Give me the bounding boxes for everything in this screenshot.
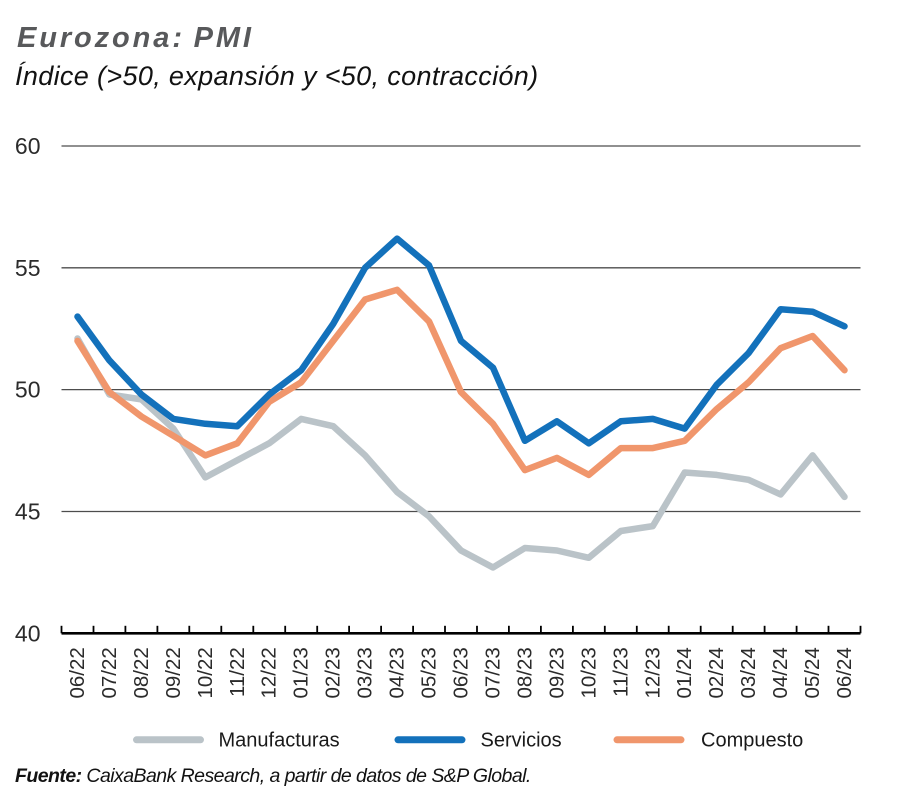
svg-text:03/24: 03/24: [737, 647, 760, 698]
svg-text:12/23: 12/23: [641, 647, 664, 698]
svg-text:55: 55: [15, 255, 41, 281]
svg-text:11/23: 11/23: [609, 647, 632, 697]
svg-text:09/22: 09/22: [162, 647, 185, 698]
svg-text:01/24: 01/24: [673, 647, 696, 698]
svg-text:01/23: 01/23: [290, 647, 313, 698]
svg-text:06/23: 06/23: [450, 647, 473, 698]
svg-text:06/24: 06/24: [833, 647, 856, 698]
svg-text:10/22: 10/22: [194, 647, 217, 698]
svg-text:03/23: 03/23: [354, 647, 377, 698]
svg-text:05/24: 05/24: [801, 647, 824, 698]
svg-text:02/24: 02/24: [705, 647, 728, 698]
svg-text:08/23: 08/23: [513, 647, 536, 698]
svg-text:Manufacturas: Manufacturas: [219, 729, 340, 751]
svg-text:Servicios: Servicios: [481, 729, 562, 751]
svg-text:05/23: 05/23: [418, 647, 441, 698]
svg-text:06/22: 06/22: [66, 647, 89, 698]
svg-text:40: 40: [15, 620, 41, 646]
svg-text:04/24: 04/24: [769, 647, 792, 698]
svg-text:09/23: 09/23: [545, 647, 568, 698]
svg-text:12/22: 12/22: [258, 647, 281, 698]
svg-text:50: 50: [15, 377, 41, 403]
svg-text:45: 45: [15, 499, 41, 525]
svg-text:07/22: 07/22: [98, 647, 121, 698]
svg-text:11/22: 11/22: [226, 647, 249, 697]
svg-text:60: 60: [15, 133, 41, 159]
svg-text:02/23: 02/23: [322, 647, 345, 698]
svg-text:07/23: 07/23: [482, 647, 505, 698]
svg-text:Compuesto: Compuesto: [701, 729, 803, 751]
svg-text:08/22: 08/22: [130, 647, 153, 698]
svg-text:10/23: 10/23: [577, 647, 600, 698]
svg-text:04/23: 04/23: [386, 647, 409, 698]
